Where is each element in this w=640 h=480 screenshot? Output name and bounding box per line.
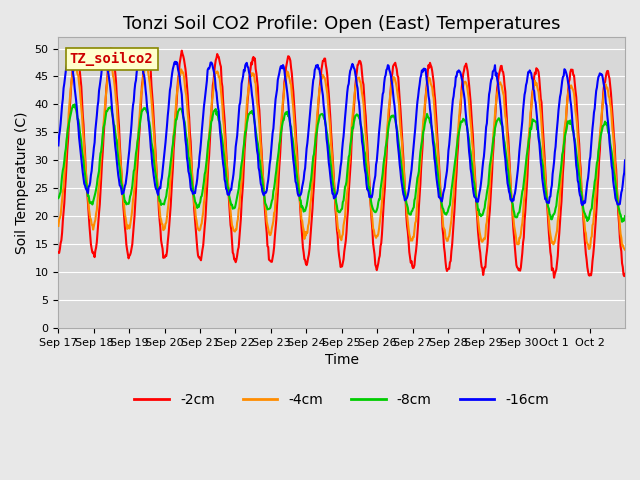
X-axis label: Time: Time (324, 353, 358, 367)
Text: TZ_soilco2: TZ_soilco2 (70, 52, 154, 66)
Title: Tonzi Soil CO2 Profile: Open (East) Temperatures: Tonzi Soil CO2 Profile: Open (East) Temp… (123, 15, 561, 33)
Y-axis label: Soil Temperature (C): Soil Temperature (C) (15, 111, 29, 254)
Legend: -2cm, -4cm, -8cm, -16cm: -2cm, -4cm, -8cm, -16cm (129, 387, 555, 412)
